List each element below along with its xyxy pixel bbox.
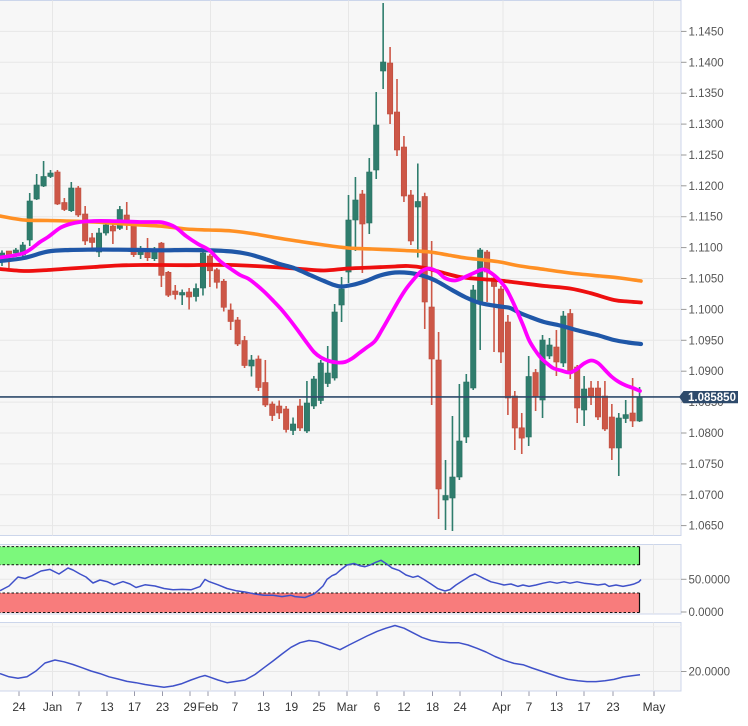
svg-text:24: 24 xyxy=(12,700,26,714)
svg-text:50.0000: 50.0000 xyxy=(689,574,731,586)
svg-text:12: 12 xyxy=(397,700,411,714)
svg-text:1.1100: 1.1100 xyxy=(689,243,723,255)
svg-text:1.1200: 1.1200 xyxy=(689,181,724,193)
svg-text:1.0800: 1.0800 xyxy=(689,428,724,440)
svg-text:13: 13 xyxy=(100,700,114,714)
svg-text:1.0700: 1.0700 xyxy=(689,490,724,502)
svg-text:7: 7 xyxy=(232,700,239,714)
svg-text:25: 25 xyxy=(312,700,326,714)
svg-text:17: 17 xyxy=(128,700,142,714)
svg-text:Apr: Apr xyxy=(492,700,511,714)
svg-text:24: 24 xyxy=(453,700,467,714)
svg-text:1.1350: 1.1350 xyxy=(689,88,724,100)
svg-text:1.1150: 1.1150 xyxy=(689,212,723,224)
svg-text:17: 17 xyxy=(577,700,591,714)
svg-text:13: 13 xyxy=(257,700,271,714)
svg-text:13: 13 xyxy=(550,700,564,714)
svg-text:Jan: Jan xyxy=(43,700,62,714)
svg-text:1.0650: 1.0650 xyxy=(689,521,724,533)
svg-text:6: 6 xyxy=(374,700,381,714)
svg-text:1.1250: 1.1250 xyxy=(689,150,724,162)
svg-text:1.0750: 1.0750 xyxy=(689,459,724,471)
svg-text:1.1000: 1.1000 xyxy=(689,304,724,316)
svg-text:Mar: Mar xyxy=(337,700,358,714)
svg-text:19: 19 xyxy=(285,700,299,714)
svg-text:1.1050: 1.1050 xyxy=(689,274,724,286)
svg-text:1.1300: 1.1300 xyxy=(689,119,724,131)
svg-text:Feb: Feb xyxy=(198,700,219,714)
svg-text:1.1450: 1.1450 xyxy=(689,26,724,38)
svg-text:7: 7 xyxy=(76,700,83,714)
svg-text:29: 29 xyxy=(183,700,197,714)
svg-text:1.0900: 1.0900 xyxy=(689,366,724,378)
svg-text:1.1400: 1.1400 xyxy=(689,57,724,69)
svg-text:1.0950: 1.0950 xyxy=(689,335,724,347)
svg-text:1.085850: 1.085850 xyxy=(688,392,736,404)
svg-text:23: 23 xyxy=(156,700,170,714)
svg-text:0.0000: 0.0000 xyxy=(689,607,724,619)
svg-text:18: 18 xyxy=(426,700,440,714)
svg-text:7: 7 xyxy=(526,700,533,714)
svg-text:23: 23 xyxy=(606,700,620,714)
svg-text:20.0000: 20.0000 xyxy=(689,667,731,679)
svg-text:May: May xyxy=(643,700,666,714)
